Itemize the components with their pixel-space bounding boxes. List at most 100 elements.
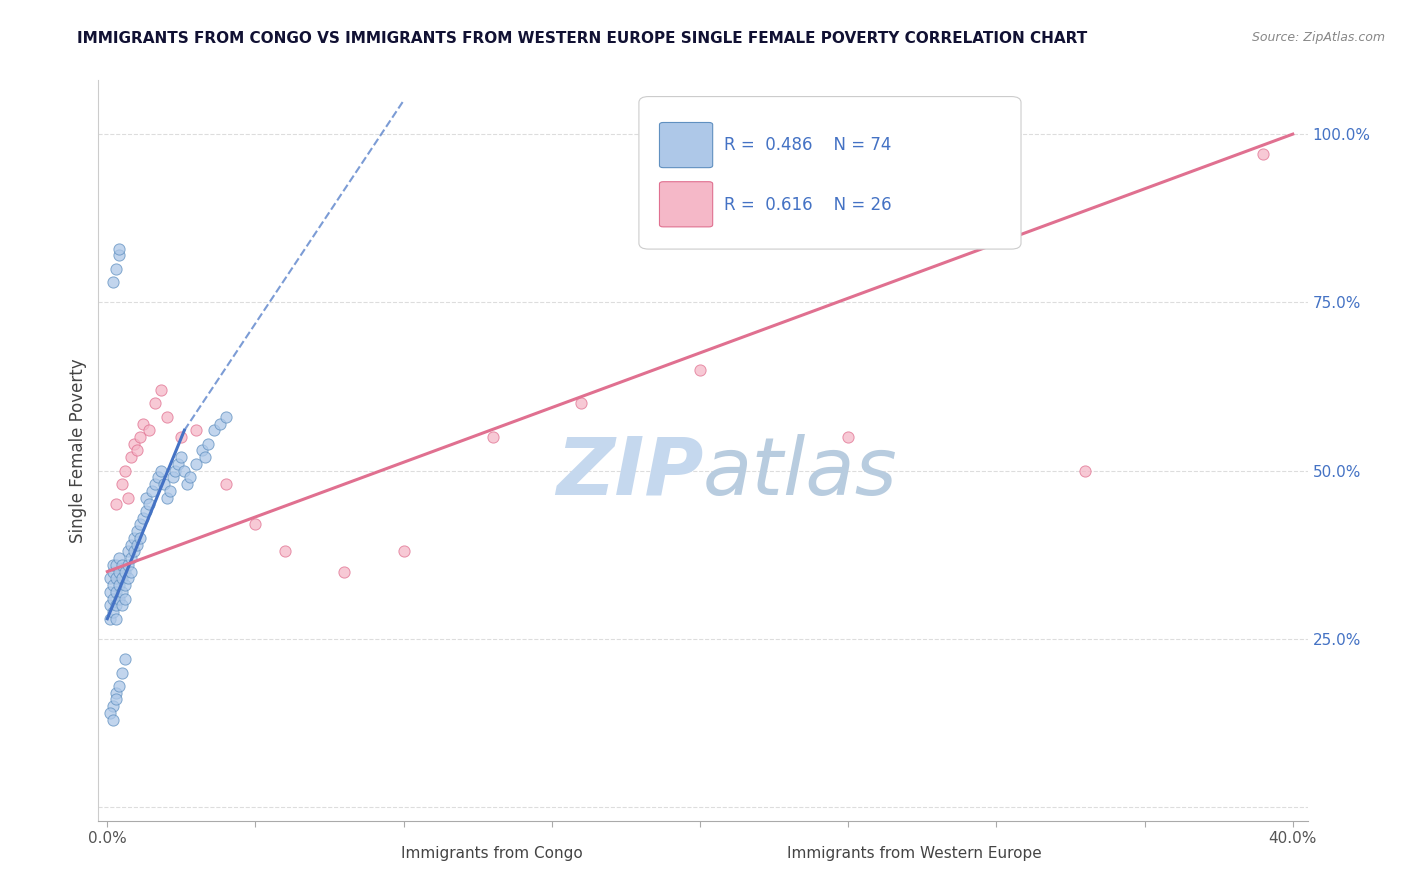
Point xyxy=(98,584,121,599)
Point xyxy=(167,457,190,471)
Point xyxy=(122,544,145,558)
Point xyxy=(481,430,503,444)
Text: ZIP: ZIP xyxy=(555,434,703,512)
Point xyxy=(108,578,131,592)
Point xyxy=(135,491,157,505)
Point xyxy=(143,477,166,491)
Point xyxy=(114,591,136,606)
Point xyxy=(111,599,134,613)
Point xyxy=(105,584,128,599)
Point xyxy=(215,409,238,424)
Point xyxy=(103,713,125,727)
Point xyxy=(98,571,121,585)
Point xyxy=(159,483,181,498)
Point xyxy=(105,612,128,626)
Point xyxy=(1251,147,1274,161)
Point xyxy=(108,242,131,256)
Point xyxy=(108,565,131,579)
Point xyxy=(125,443,148,458)
Point xyxy=(103,275,125,289)
Point xyxy=(103,591,125,606)
Text: Immigrants from Congo: Immigrants from Congo xyxy=(401,846,583,861)
Point xyxy=(138,497,160,511)
Point xyxy=(111,558,134,572)
Point xyxy=(98,706,121,720)
Point xyxy=(103,605,125,619)
Point xyxy=(129,430,152,444)
Point xyxy=(162,470,184,484)
Point xyxy=(155,409,177,424)
Point xyxy=(108,551,131,566)
FancyBboxPatch shape xyxy=(659,122,713,168)
Point xyxy=(149,383,172,397)
Point xyxy=(170,450,193,465)
Point xyxy=(333,565,356,579)
Text: IMMIGRANTS FROM CONGO VS IMMIGRANTS FROM WESTERN EUROPE SINGLE FEMALE POVERTY CO: IMMIGRANTS FROM CONGO VS IMMIGRANTS FROM… xyxy=(77,31,1088,46)
Point xyxy=(114,565,136,579)
Text: Immigrants from Western Europe: Immigrants from Western Europe xyxy=(786,846,1042,861)
Point xyxy=(186,423,208,437)
Point xyxy=(117,544,139,558)
Point xyxy=(103,558,125,572)
Point xyxy=(122,531,145,545)
Text: Source: ZipAtlas.com: Source: ZipAtlas.com xyxy=(1251,31,1385,45)
Point xyxy=(129,531,152,545)
Point xyxy=(120,538,142,552)
FancyBboxPatch shape xyxy=(659,182,713,227)
Point xyxy=(689,362,711,376)
Point xyxy=(837,430,859,444)
Point xyxy=(197,436,219,450)
Point xyxy=(125,538,148,552)
Point xyxy=(105,686,128,700)
Point xyxy=(274,544,297,558)
Point xyxy=(120,565,142,579)
Text: R =  0.486    N = 74: R = 0.486 N = 74 xyxy=(724,136,891,154)
Point xyxy=(152,477,174,491)
Point xyxy=(120,551,142,566)
Point xyxy=(245,517,267,532)
Point xyxy=(143,396,166,410)
Point xyxy=(202,423,225,437)
Point xyxy=(186,457,208,471)
Point xyxy=(194,450,217,465)
Point xyxy=(111,571,134,585)
Point xyxy=(105,692,128,706)
Point xyxy=(114,652,136,666)
Point xyxy=(105,599,128,613)
Point xyxy=(114,578,136,592)
Point xyxy=(170,430,193,444)
Point xyxy=(103,565,125,579)
Y-axis label: Single Female Poverty: Single Female Poverty xyxy=(69,359,87,542)
Point xyxy=(117,558,139,572)
Point xyxy=(141,483,163,498)
Point xyxy=(117,571,139,585)
Point xyxy=(135,504,157,518)
Point xyxy=(120,450,142,465)
Point xyxy=(138,423,160,437)
Point xyxy=(191,443,214,458)
Point xyxy=(173,464,195,478)
Point xyxy=(111,477,134,491)
Point xyxy=(129,517,152,532)
Point xyxy=(114,464,136,478)
Point xyxy=(105,497,128,511)
Point xyxy=(105,261,128,276)
Point xyxy=(1074,464,1097,478)
Point xyxy=(111,584,134,599)
Point xyxy=(125,524,148,539)
Text: atlas: atlas xyxy=(703,434,898,512)
Point xyxy=(108,679,131,693)
Point xyxy=(98,612,121,626)
Point xyxy=(208,417,231,431)
Point xyxy=(146,470,169,484)
Point xyxy=(176,477,198,491)
Point xyxy=(132,510,155,524)
Point xyxy=(105,558,128,572)
FancyBboxPatch shape xyxy=(638,96,1021,249)
Point xyxy=(149,464,172,478)
Point xyxy=(165,464,187,478)
Point xyxy=(103,578,125,592)
Point xyxy=(98,599,121,613)
Point xyxy=(117,491,139,505)
Point xyxy=(179,470,201,484)
